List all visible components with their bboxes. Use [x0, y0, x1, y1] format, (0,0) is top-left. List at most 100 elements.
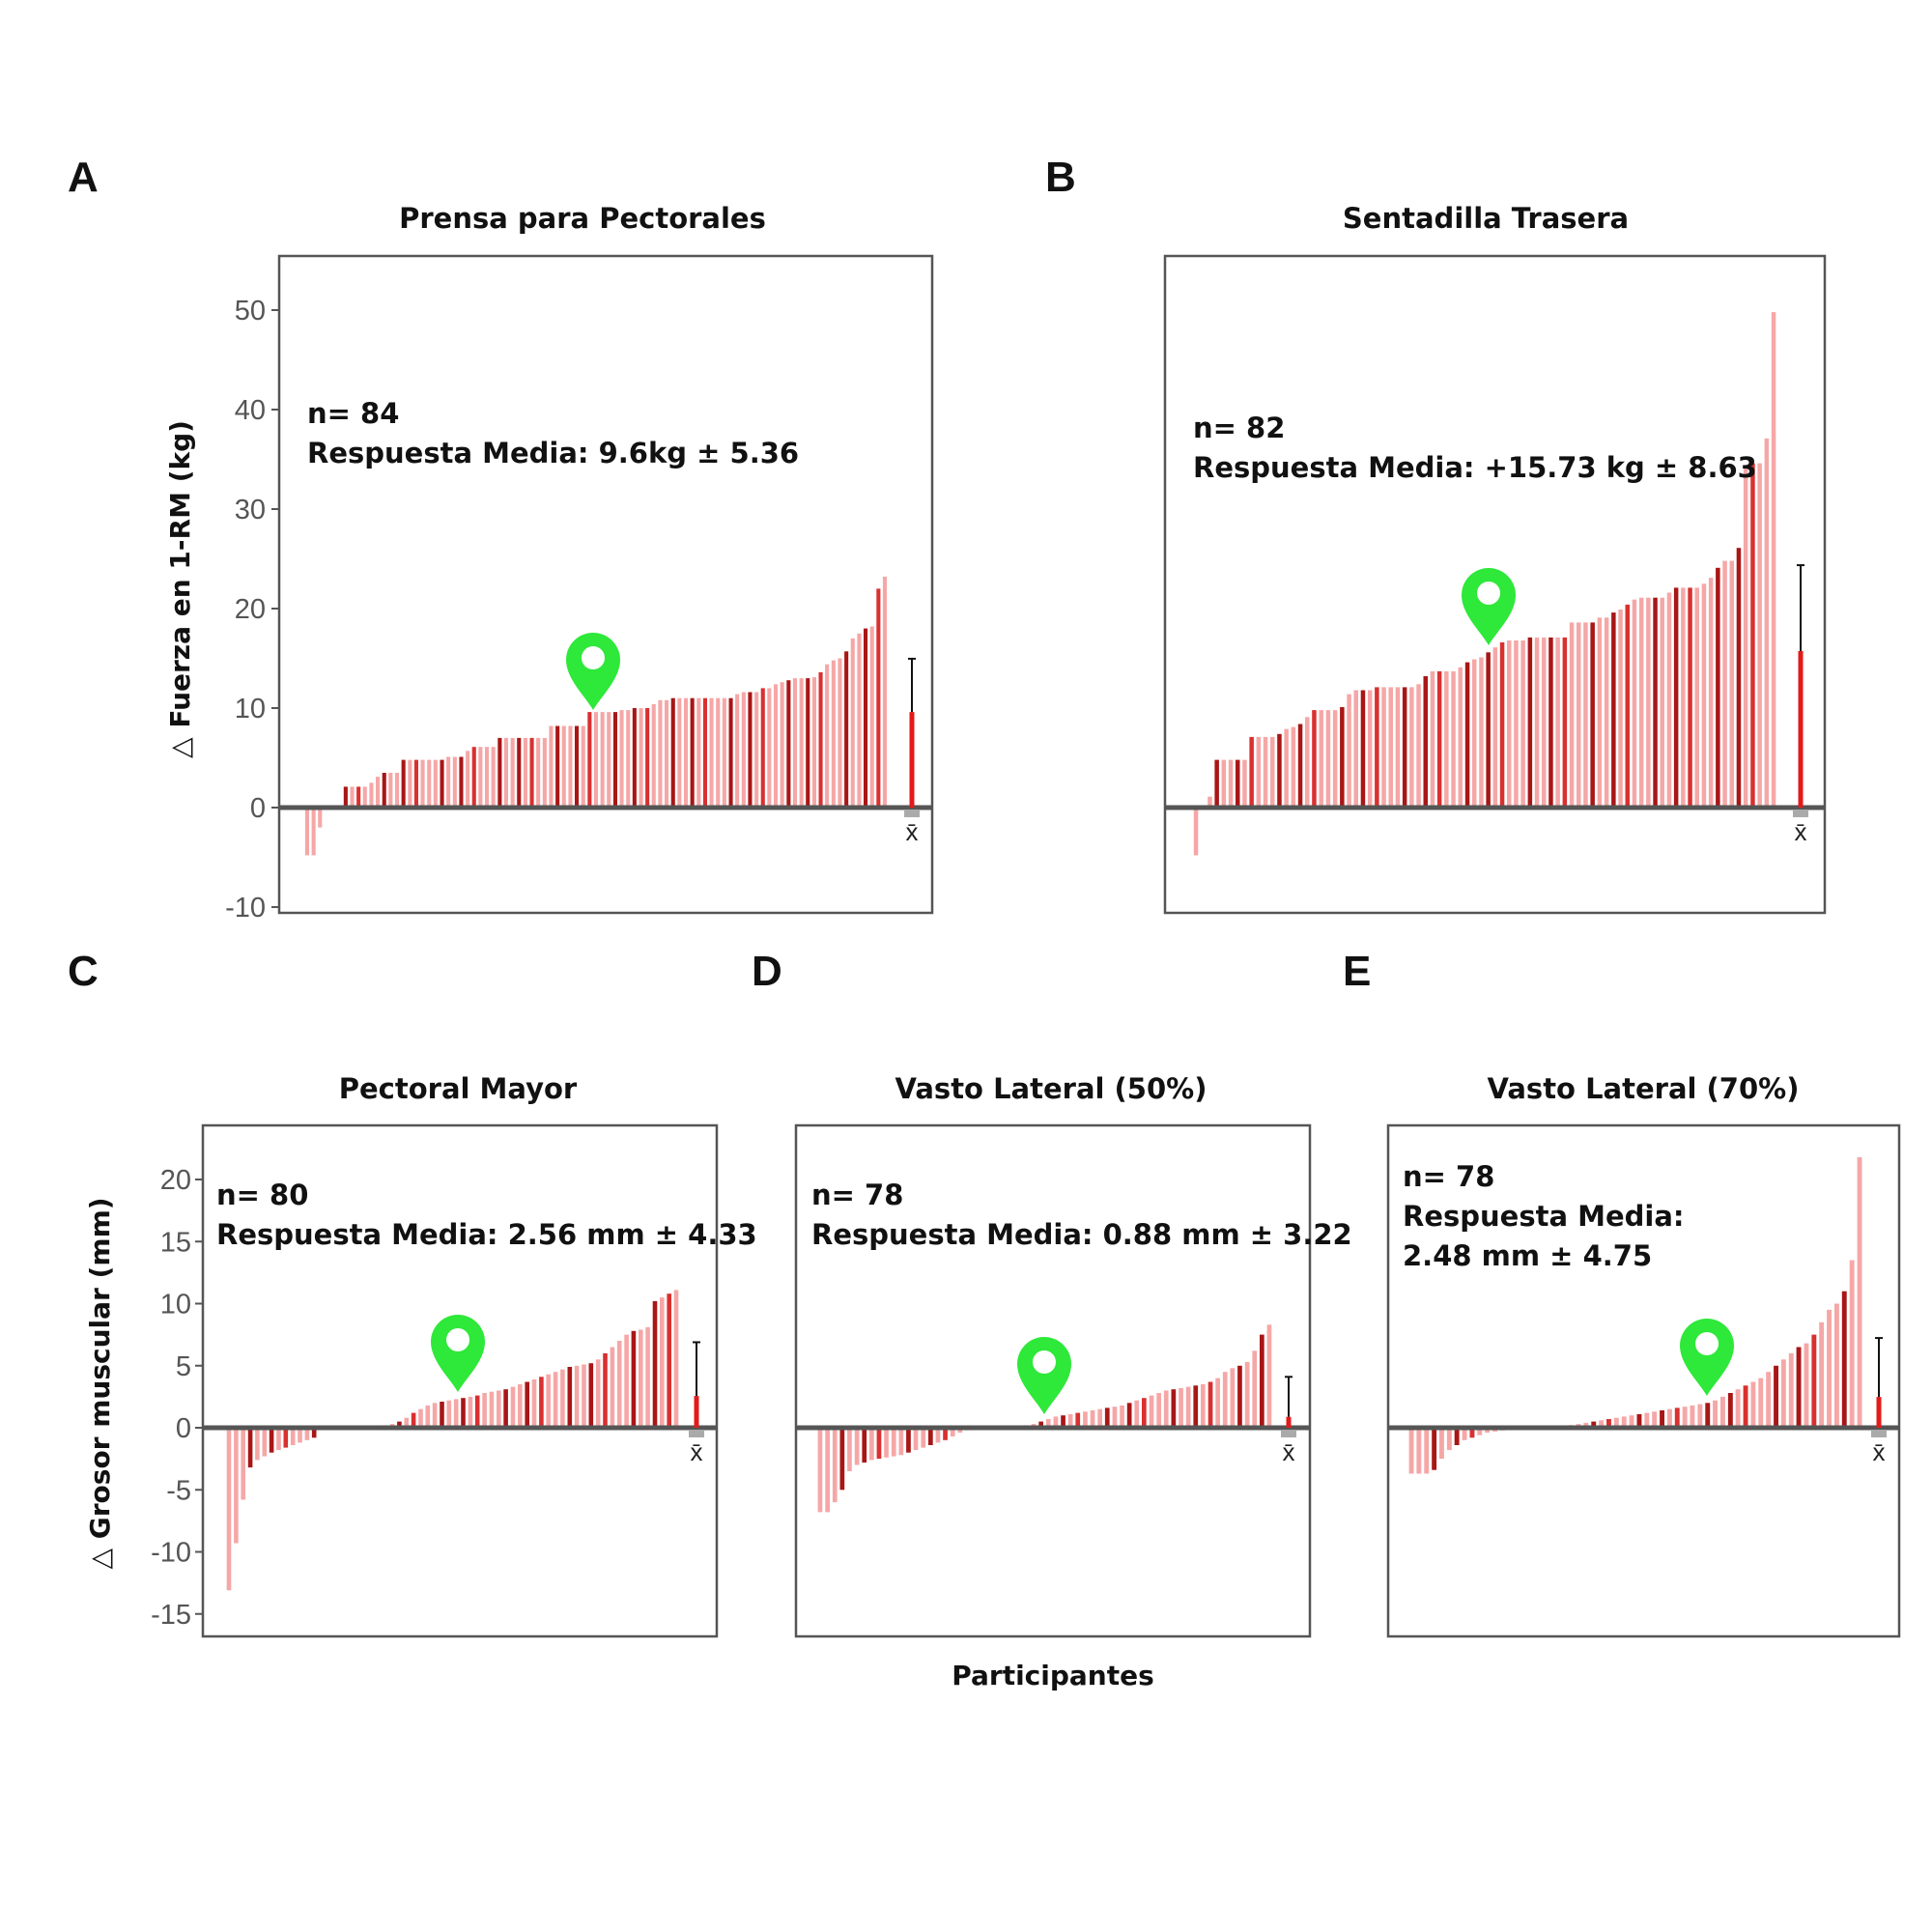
y-tick-label: 50: [235, 296, 266, 327]
mean-stub: [689, 1430, 704, 1437]
data-bar: [432, 1403, 438, 1428]
mean-stub: [904, 810, 920, 817]
data-bar: [1332, 710, 1338, 808]
y-tick-label: 15: [160, 1227, 191, 1258]
annotation-mean: Respuesta Media: +15.73 kg ± 8.63: [1193, 451, 1757, 484]
data-bar: [702, 697, 707, 808]
data-bar: [1045, 1419, 1051, 1428]
data-bar: [716, 697, 721, 808]
data-bar: [735, 694, 740, 808]
data-bar: [1163, 1390, 1169, 1428]
data-bar: [1360, 690, 1366, 808]
mean-stub: [1793, 810, 1808, 817]
data-bar: [847, 1428, 852, 1471]
data-bar: [269, 1428, 274, 1453]
data-bar: [1291, 726, 1296, 808]
data-bar: [1097, 1408, 1102, 1428]
data-bar: [568, 725, 573, 808]
data-bar: [1597, 617, 1603, 808]
data-bar: [1660, 597, 1664, 808]
data-bar: [1090, 1410, 1095, 1428]
plot-panel-b: x̄ n= 82 Respuesta Media: +15.73 kg ± 8.63: [1163, 254, 1827, 915]
mean-stub: [1871, 1430, 1887, 1437]
data-bar: [525, 1381, 529, 1428]
data-bar: [665, 699, 669, 808]
data-bar: [1834, 1303, 1839, 1428]
map-pin-shape: [1680, 1319, 1734, 1396]
data-bar: [1104, 1407, 1110, 1428]
data-bar: [876, 588, 881, 808]
data-bar: [600, 712, 605, 808]
data-bar: [817, 1428, 823, 1513]
data-bar: [517, 737, 522, 808]
data-bar: [1408, 1428, 1414, 1474]
data-bar: [1827, 1309, 1832, 1428]
data-bar: [626, 710, 631, 808]
data-bar: [1569, 622, 1575, 808]
data-bar: [581, 725, 585, 808]
data-bar: [1720, 1396, 1725, 1428]
mean-label: x̄: [906, 817, 919, 846]
data-bar: [1666, 592, 1672, 808]
data-bar: [864, 628, 868, 808]
data-bar: [1305, 717, 1310, 808]
annotation-mean: Respuesta Media: 9.6kg ± 5.36: [307, 437, 799, 469]
data-bar: [673, 1290, 679, 1428]
data-bar: [709, 697, 714, 808]
data-bar: [799, 678, 804, 808]
data-bar: [1270, 736, 1275, 808]
data-bar: [943, 1428, 948, 1440]
data-bar: [376, 777, 381, 808]
data-bar: [639, 708, 643, 808]
y-tick-label: 10: [235, 694, 266, 724]
data-bar: [401, 759, 406, 808]
data-bar: [1067, 1413, 1073, 1428]
data-bar: [1780, 1359, 1786, 1428]
data-bar: [420, 759, 425, 808]
data-bar: [523, 737, 527, 808]
data-bar: [884, 1428, 889, 1458]
data-bar: [1395, 687, 1401, 808]
data-bar: [1439, 1428, 1444, 1460]
data-bar: [482, 1393, 487, 1428]
data-bar: [1462, 1428, 1467, 1440]
data-bar: [234, 1428, 239, 1544]
data-bar: [754, 692, 759, 808]
plot-panel-d: x̄ n= 78 Respuesta Media: 0.88 mm ± 3.22: [794, 1123, 1352, 1638]
data-bar: [1577, 622, 1581, 808]
data-bar: [839, 1428, 845, 1491]
map-pin-shape: [1462, 568, 1516, 645]
data-bar: [1479, 657, 1484, 808]
mean-label: x̄: [1283, 1437, 1295, 1466]
panel-title-c: Pectoral Mayor: [339, 1072, 578, 1105]
map-pin-shape: [566, 633, 620, 710]
data-bar: [1444, 670, 1449, 808]
data-bar: [1228, 759, 1234, 808]
data-bar: [226, 1428, 232, 1591]
annotation-n: n= 80: [216, 1179, 308, 1211]
data-bar: [906, 1428, 911, 1453]
data-bar: [1325, 710, 1331, 808]
data-bar: [247, 1428, 253, 1468]
annotation-n: n= 78: [1403, 1160, 1494, 1193]
data-bar: [1681, 587, 1686, 808]
data-bar: [1743, 468, 1748, 808]
data-bar: [928, 1428, 933, 1445]
data-bar: [1757, 463, 1762, 808]
data-bar: [356, 786, 361, 808]
data-bar: [854, 1428, 860, 1465]
map-pin-shape: [431, 1315, 485, 1392]
map-pin-icon: [431, 1315, 485, 1392]
x-axis-label: Participantes: [952, 1660, 1154, 1691]
data-bar: [1542, 637, 1547, 808]
map-pin-hole: [1695, 1332, 1719, 1355]
y-tick-label: 30: [235, 495, 266, 526]
data-bar: [1492, 647, 1498, 808]
data-bar: [862, 1428, 867, 1463]
data-bar: [382, 773, 386, 809]
data-bar: [1208, 796, 1212, 808]
panel-letter-d: D: [752, 948, 782, 995]
data-bar: [546, 1374, 551, 1428]
data-bar: [1402, 687, 1407, 808]
